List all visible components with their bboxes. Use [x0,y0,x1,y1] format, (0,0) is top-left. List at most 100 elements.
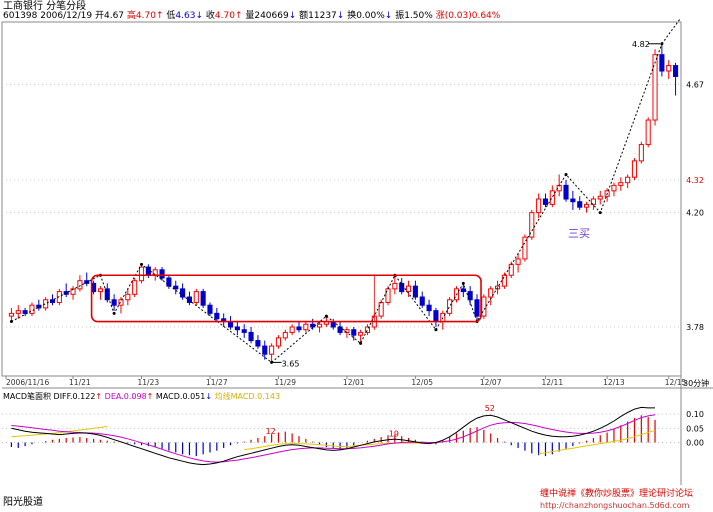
candle-body [351,329,357,336]
quote-date: 2006/12/19 [40,11,93,21]
x-tick-label: 12/07 [480,378,502,387]
macd-tick-label: 0.10 [686,410,704,419]
macd-tick-label: 0.05 [686,424,704,433]
candle-body [282,331,288,339]
candle-body [549,190,555,205]
axes-layer: 4.67 4.32 4.20 3.78 2006/11/16 11/21 11/23 11/2… [5,81,709,388]
candle-body [70,288,76,295]
watermark-url: http://chanzhongshuochan.5d6d.com [540,501,690,510]
trend-extension-line [661,17,682,45]
candle-body [447,299,453,314]
quote-low-label: 低 [166,11,176,21]
candle-body [392,282,398,290]
candle-body [590,198,596,205]
candle-body [248,331,254,342]
candle-body [186,296,192,303]
candle-body [378,301,384,317]
macd-header: MACD笔面积 DIFF.0.122↑ DEA.0.098↑ MACD.0.05… [3,392,281,401]
macd-dea: DEA.0.098 [104,392,147,401]
price-tick-label: 3.78 [686,323,704,332]
candle-body [467,291,473,301]
quote-low: 4.63 [175,11,196,21]
candle-body [118,299,124,306]
candle-body [563,184,569,200]
candle-body [255,340,261,347]
candle-body [275,337,282,347]
candle-body [433,310,439,323]
zhongshu-box [90,274,482,323]
macd-diff: DIFF.0.122 [53,392,96,401]
candle-body [193,291,199,303]
grid-layer [1,21,713,485]
macd-name: MACD笔面积 [3,392,51,401]
candle-body [474,299,480,317]
quote-high-label: 高 [126,11,136,21]
x-tick-label: 12/13 [603,378,625,387]
candle-body [8,312,14,317]
candle-body [289,326,295,333]
pivot-dot [112,311,116,315]
peak-label: 4.82 [632,40,650,49]
footer-left-label: 阳光股道 [3,497,43,508]
main-panel-frame [1,21,682,377]
candle-body [522,236,528,260]
candle-body [15,310,21,314]
quote-line: 601398 2006/12/19 开4.67 高4.70↑ 低4.63↓ 收4… [3,11,501,21]
candle-body [460,288,466,293]
quote-high: 4.70 [135,11,156,21]
candle-body [310,323,316,328]
quote-turnover: 换0.00% [347,11,385,21]
candle-body [303,323,309,331]
candle-body [515,258,521,265]
candle-body [180,288,186,298]
candle-body [77,280,83,290]
candle-body [337,326,343,333]
candle-body [22,310,28,314]
x-tick-label: 11/21 [69,378,91,387]
candle-body [481,296,487,317]
stock-code: 601398 [3,11,38,21]
candle-body [508,263,514,276]
candle-body [542,198,549,205]
candle-body [536,198,542,214]
price-tick-label: 4.32 [686,176,704,185]
candle-body [666,65,672,72]
candle-body [234,326,240,331]
stock-title: 工商银行 分笔分段 [3,1,87,12]
candle-body [611,184,617,192]
quote-volume: 量240669 [245,11,289,21]
candle-body [638,144,644,162]
candle-body [419,296,425,306]
candle-body [43,299,49,309]
pivot-dot [461,281,465,285]
pivot-dot [359,341,363,345]
candle-body [577,201,583,208]
candle-body [214,312,220,320]
candle-body [659,54,665,72]
trough-label: 3.65 [282,359,300,368]
macd-value: MACD.0.051 [155,392,206,401]
macd-extra: 均线MACD.0.143 [214,392,281,401]
pivot-dot [564,172,568,176]
candle-body [111,299,117,306]
x-tick-label: 12/15 [665,378,687,387]
candle-body [652,54,658,121]
macd-dea-line [11,414,656,463]
macd-area-label-12: 12 [266,427,276,436]
candle-body [152,269,158,276]
pivot-dot [598,211,602,215]
quote-amount: 额11237 [299,11,337,21]
x-tick-label: 11/27 [206,378,228,387]
candle-body [645,119,651,146]
quote-change: 涨(0.03)0.64% [435,11,501,21]
price-tick-label: 4.67 [686,81,704,90]
candle-body [159,269,165,279]
pivot-dot [140,262,144,266]
candle-body [97,288,103,293]
candle-body [29,304,35,314]
buy3-label: 三买 [568,227,590,240]
candles-layer [8,43,679,363]
candle-body [241,329,247,333]
